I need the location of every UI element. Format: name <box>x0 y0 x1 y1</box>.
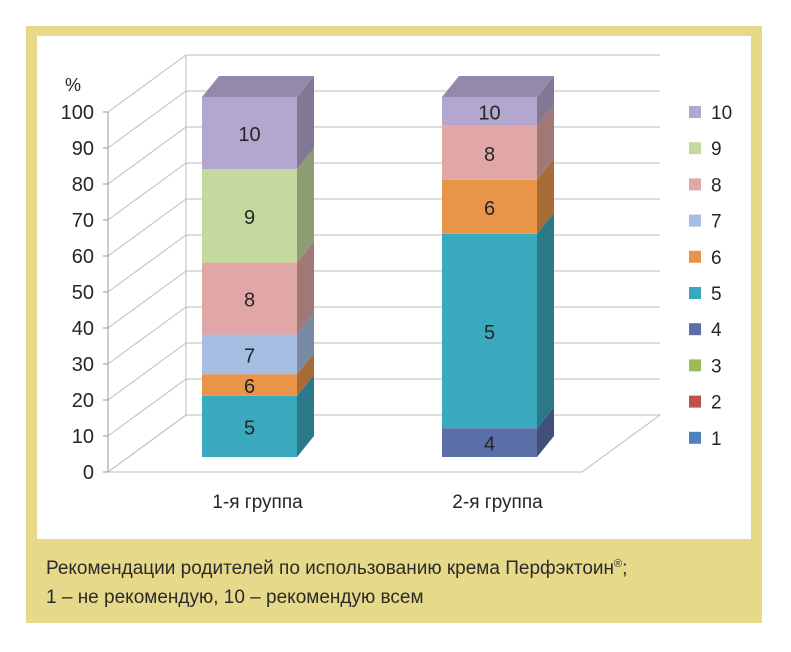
bar-data-label: 9 <box>244 207 255 229</box>
caption-line-1-text: Рекомендации родителей по использованию … <box>46 558 615 579</box>
legend-swatch <box>689 359 701 372</box>
bar-data-label: 4 <box>484 434 495 456</box>
grid-depth-line <box>107 54 187 113</box>
bar-top <box>202 76 314 97</box>
chart-panel <box>37 36 751 539</box>
y-tick-label: 10 <box>72 426 94 448</box>
grid-depth-line <box>107 342 187 401</box>
bar-segment-side <box>297 76 314 169</box>
legend-swatch <box>689 142 701 155</box>
bar-segment <box>202 169 297 263</box>
y-tick-label: 60 <box>72 246 94 268</box>
bar-data-label: 7 <box>244 345 255 367</box>
legend-label: 7 <box>711 212 722 233</box>
chart-grid <box>106 54 662 473</box>
legend-label: 8 <box>711 175 722 196</box>
bar-segment-side <box>537 158 554 234</box>
bar-segment <box>442 233 537 429</box>
y-tick-label: 50 <box>72 282 94 304</box>
y-tick-label: 20 <box>72 390 94 412</box>
grid-depth-line <box>107 90 187 149</box>
legend-swatch <box>689 214 701 227</box>
legend-label: 6 <box>711 248 722 269</box>
legend-label: 4 <box>711 320 722 341</box>
bar-top <box>442 76 554 97</box>
x-category-label: 1-я группа <box>212 492 303 513</box>
grid-depth-line <box>107 378 187 437</box>
legend-swatch <box>689 395 701 408</box>
legend-label: 3 <box>711 356 722 377</box>
grid-depth-line <box>107 126 187 185</box>
grid-depth-line <box>107 198 187 257</box>
bar-segment-side <box>537 76 554 126</box>
chart-axis: 0 10 20 30 40 50 60 70 80 90 100% 1-я группа 2-я гру… <box>61 75 544 513</box>
bar-data-label: 6 <box>484 198 495 220</box>
bar-data-label: 5 <box>244 417 255 439</box>
y-tick-label: 90 <box>72 138 94 160</box>
bar-segment-side <box>297 148 314 263</box>
bar-segment-side <box>297 353 314 396</box>
legend-swatch <box>689 323 701 336</box>
chart-floor <box>106 414 662 473</box>
registered-mark: ® <box>614 558 623 570</box>
bar-segment-side <box>537 407 554 457</box>
y-tick-label: 40 <box>72 318 94 340</box>
grid-depth-line <box>107 234 187 293</box>
y-axis-unit-label: % <box>65 75 81 95</box>
figure-caption: Рекомендации родителей по использованию … <box>46 550 746 612</box>
bar-segment <box>202 334 297 375</box>
x-category-label: 2-я группа <box>452 492 543 513</box>
y-tick-label: 80 <box>72 174 94 196</box>
chart-bars: 5 6 7 8 9 10 4 5 6 8 10 <box>202 76 554 457</box>
bar-data-label: 8 <box>484 144 495 166</box>
bar-segment <box>202 395 297 457</box>
grid-depth-line <box>107 162 187 221</box>
y-tick-label: 70 <box>72 210 94 232</box>
bar-data-label: 10 <box>478 102 500 124</box>
legend-swatch <box>689 106 701 118</box>
legend-swatch <box>689 178 701 191</box>
y-tick-label: 100 <box>61 102 94 124</box>
bar-data-label: 8 <box>244 290 255 312</box>
bar-segment <box>202 262 297 335</box>
bar-segment-side <box>537 104 554 180</box>
bar-segment-side <box>297 313 314 375</box>
bar-data-label: 6 <box>244 376 255 398</box>
legend-label: 10 <box>711 103 732 124</box>
bar-segment-side <box>297 374 314 457</box>
grid-depth-line <box>107 270 187 329</box>
grid-depth-line <box>107 306 187 365</box>
legend-swatch <box>689 431 701 444</box>
bar-segment <box>202 374 297 396</box>
legend-label: 1 <box>711 429 722 450</box>
bar-data-label: 10 <box>238 124 260 146</box>
legend-label: 2 <box>711 393 722 414</box>
bar-segment-side <box>297 241 314 335</box>
legend-swatch <box>689 287 701 299</box>
legend-label: 9 <box>711 139 722 160</box>
chart-legend: 10 9 8 7 6 5 4 3 2 1 <box>689 103 732 450</box>
bar-segment <box>442 428 537 457</box>
bar-segment <box>442 179 537 234</box>
caption-line-1-end: ; <box>622 558 628 579</box>
y-tick-label: 30 <box>72 354 94 376</box>
bar-segment-side <box>537 212 554 429</box>
y-tick-label: 0 <box>83 462 94 484</box>
bar-segment <box>442 125 537 180</box>
bar-segment <box>202 97 297 169</box>
legend-swatch <box>689 250 701 263</box>
caption-line-2: 1 – не рекомендую, 10 – рекомендую всем <box>46 587 424 608</box>
bar-data-label: 5 <box>484 322 495 344</box>
legend-label: 5 <box>711 284 722 305</box>
bar-segment <box>442 97 537 126</box>
caption-line-1: Рекомендации родителей по использованию … <box>46 550 746 583</box>
